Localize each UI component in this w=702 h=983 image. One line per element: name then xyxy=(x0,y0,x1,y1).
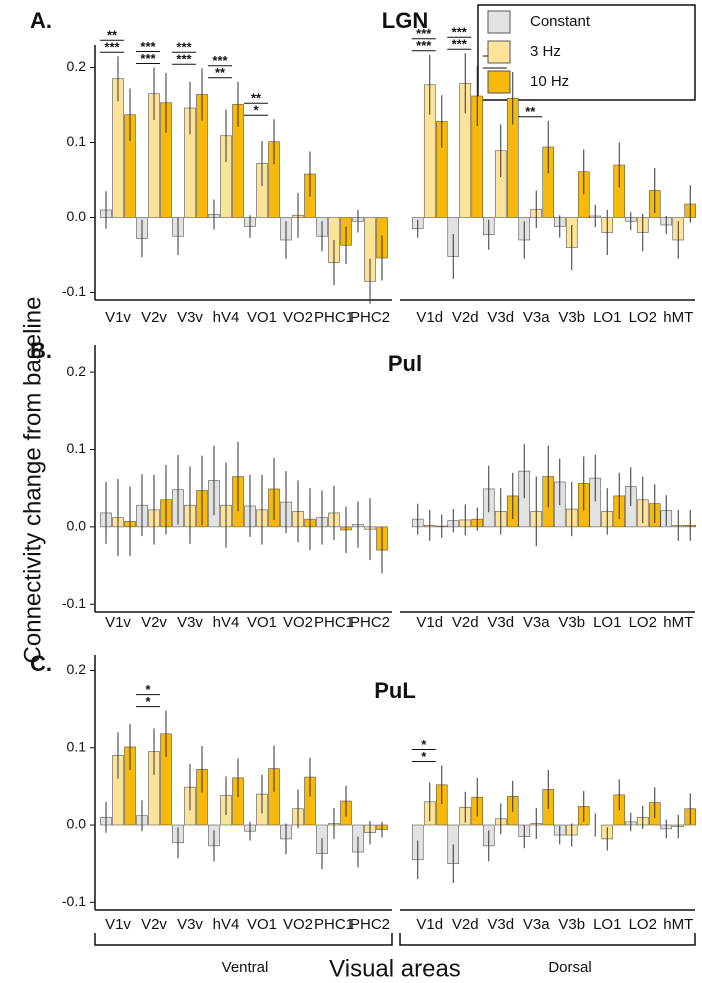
x-tick-label: PHC1 xyxy=(314,309,354,326)
x-tick-label: V2v xyxy=(141,309,167,326)
y-tick-label: -0.1 xyxy=(62,283,86,299)
x-tick-label: LO1 xyxy=(593,916,621,933)
significance-label: * xyxy=(145,682,151,697)
x-tick-label: VO1 xyxy=(247,916,277,933)
y-tick-label: 0.0 xyxy=(67,816,87,832)
significance-label: *** xyxy=(140,39,156,54)
x-axis-label: Visual areas xyxy=(329,955,461,982)
x-tick-label: VO2 xyxy=(283,614,313,631)
significance-label: ** xyxy=(107,28,118,43)
chart-title: Pul xyxy=(388,351,422,376)
significance-label: ** xyxy=(525,104,536,119)
x-tick-label: V2d xyxy=(452,309,479,326)
chart-title: LGN xyxy=(382,8,428,33)
x-tick-label: V1d xyxy=(416,916,443,933)
x-tick-label: hV4 xyxy=(213,916,240,933)
significance-label: * xyxy=(421,737,427,752)
x-tick-label: V2d xyxy=(452,614,479,631)
legend-label: Constant xyxy=(530,13,591,30)
x-tick-label: V2v xyxy=(141,614,167,631)
y-tick-label: 0.2 xyxy=(67,661,87,677)
y-tick-label: 0.1 xyxy=(67,738,87,754)
group-label: Dorsal xyxy=(548,959,591,976)
x-tick-label: LO1 xyxy=(593,614,621,631)
x-tick-label: V3v xyxy=(177,614,203,631)
x-tick-label: PHC1 xyxy=(314,916,354,933)
y-axis-label: Connectivity change from baseline xyxy=(19,297,46,664)
significance-label: *** xyxy=(104,40,120,55)
y-tick-label: 0.0 xyxy=(67,518,87,534)
y-tick-label: -0.1 xyxy=(62,595,86,611)
x-tick-label: V3v xyxy=(177,309,203,326)
x-tick-label: V1v xyxy=(105,309,131,326)
x-tick-label: LO2 xyxy=(629,916,657,933)
x-tick-label: V3a xyxy=(523,614,550,631)
significance-label: *** xyxy=(140,51,156,66)
legend xyxy=(477,4,696,101)
significance-label: ** xyxy=(215,65,226,80)
x-tick-label: LO1 xyxy=(593,309,621,326)
legend-swatch xyxy=(487,40,511,64)
x-tick-label: hMT xyxy=(663,916,693,933)
x-tick-label: V2v xyxy=(141,916,167,933)
panel-label: A. xyxy=(30,8,52,33)
x-tick-label: V1v xyxy=(105,916,131,933)
x-tick-label: V3a xyxy=(523,309,550,326)
x-tick-label: VO1 xyxy=(247,614,277,631)
x-tick-label: V2d xyxy=(452,916,479,933)
y-tick-label: 0.1 xyxy=(67,133,87,149)
significance-label: *** xyxy=(212,53,228,68)
x-tick-label: hMT xyxy=(663,614,693,631)
x-tick-label: PHC1 xyxy=(314,614,354,631)
x-tick-label: LO2 xyxy=(629,309,657,326)
x-tick-label: PHC2 xyxy=(350,309,390,326)
panel-label: B. xyxy=(30,338,52,363)
legend-label: 10 Hz xyxy=(530,73,569,90)
chart-title: PuL xyxy=(374,678,416,703)
x-tick-label: hV4 xyxy=(213,309,240,326)
legend-swatch xyxy=(487,10,511,34)
x-tick-label: VO2 xyxy=(283,309,313,326)
x-tick-label: V1v xyxy=(105,614,131,631)
significance-label: *** xyxy=(176,52,192,67)
x-tick-label: PHC2 xyxy=(350,916,390,933)
group-label: Ventral xyxy=(222,959,269,976)
significance-label: ** xyxy=(251,91,262,106)
x-tick-label: V3d xyxy=(487,309,514,326)
x-tick-label: VO1 xyxy=(247,309,277,326)
x-tick-label: V3b xyxy=(558,309,585,326)
group-bracket xyxy=(94,933,696,946)
x-tick-label: V1d xyxy=(416,614,443,631)
x-tick-label: V3b xyxy=(558,916,585,933)
x-tick-label: V3d xyxy=(487,916,514,933)
legend-swatch xyxy=(487,70,511,94)
x-tick-label: LO2 xyxy=(629,614,657,631)
significance-label: *** xyxy=(416,26,432,41)
x-tick-label: V3v xyxy=(177,916,203,933)
y-tick-label: 0.1 xyxy=(67,440,87,456)
x-tick-label: PHC2 xyxy=(350,614,390,631)
x-tick-label: V3a xyxy=(523,916,550,933)
significance-label: *** xyxy=(452,37,468,52)
x-tick-label: V3b xyxy=(558,614,585,631)
significance-label: *** xyxy=(416,38,432,53)
x-tick-label: V1d xyxy=(416,309,443,326)
x-tick-label: hMT xyxy=(663,309,693,326)
x-tick-label: V3d xyxy=(487,614,514,631)
y-tick-label: 0.2 xyxy=(67,363,87,379)
significance-label: * xyxy=(421,749,427,764)
x-tick-label: VO2 xyxy=(283,916,313,933)
y-tick-label: -0.1 xyxy=(62,893,86,909)
significance-label: *** xyxy=(176,40,192,55)
panel-label: C. xyxy=(30,651,52,676)
y-tick-label: 0.2 xyxy=(67,58,87,74)
x-tick-label: hV4 xyxy=(213,614,240,631)
legend-label: 3 Hz xyxy=(530,43,561,60)
significance-label: *** xyxy=(452,25,468,40)
significance-label: * xyxy=(253,103,259,118)
y-tick-label: 0.0 xyxy=(67,208,87,224)
significance-label: * xyxy=(145,694,151,709)
